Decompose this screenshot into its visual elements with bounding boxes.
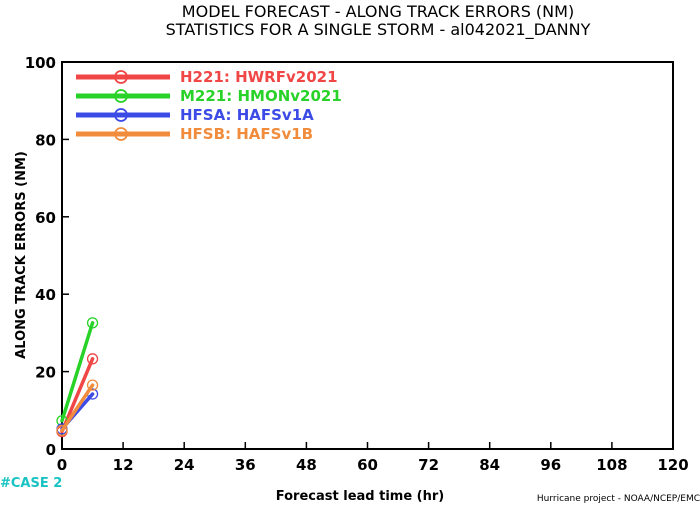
legend-label: HFSA: HAFSv1A [180,106,314,124]
legend-swatch-marker [114,127,128,141]
legend-entry: HFSA: HAFSv1A [76,106,314,124]
legend-entry: M221: HMONv2021 [76,87,342,105]
data-point [86,317,99,329]
x-tick-label: 48 [296,456,317,474]
y-axis-ticks: 0 20 40 60 80 100 [25,54,69,459]
credit-text: Hurricane project - NOAA/NCEP/EMC [537,494,700,504]
series-3 [56,379,99,437]
legend-swatch-marker [114,89,128,103]
legend-label: HFSB: HAFSv1B [180,125,313,143]
legend-label: H221: HWRFv2021 [180,68,338,86]
x-tick-label: 108 [596,456,627,474]
x-tick-label: 12 [113,456,134,474]
y-tick-label: 80 [35,131,56,149]
x-tick-label: 60 [357,456,378,474]
case-label: #CASE 2 [0,476,62,491]
x-tick-label: 0 [57,456,67,474]
y-tick-label: 40 [35,286,56,304]
y-tick-label: 20 [35,364,56,382]
legend-swatch-marker [114,108,128,122]
chart-title: MODEL FORECAST - ALONG TRACK ERRORS (NM) [182,2,574,21]
plot-frame [61,61,674,450]
legend-entry: H221: HWRFv2021 [76,68,338,86]
y-axis-label: ALONG TRACK ERRORS (NM) [14,151,29,359]
y-tick-label: 60 [35,209,56,227]
data-point [86,379,99,391]
legend-label: M221: HMONv2021 [180,87,342,105]
chart-subtitle: STATISTICS FOR A SINGLE STORM - al042021… [166,20,591,40]
x-tick-label: 24 [174,456,195,474]
x-tick-label: 84 [479,456,500,474]
x-axis-label: Forecast lead time (hr) [276,489,444,504]
series-line [60,321,95,423]
data-point [86,353,99,365]
legend-swatch-marker [114,70,128,84]
data-point [56,424,68,437]
x-tick-label: 120 [657,456,688,474]
x-tick-label: 96 [540,456,561,474]
series-line [60,383,95,433]
legend-entry: HFSB: HAFSv1B [76,125,313,143]
y-tick-label: 0 [46,441,56,459]
x-tick-label: 36 [235,456,256,474]
x-axis-ticks: 0 12 24 36 48 60 72 84 96 108 120 [57,442,689,474]
x-tick-label: 72 [418,456,439,474]
series-group [56,317,99,438]
y-tick-label: 100 [25,54,56,72]
